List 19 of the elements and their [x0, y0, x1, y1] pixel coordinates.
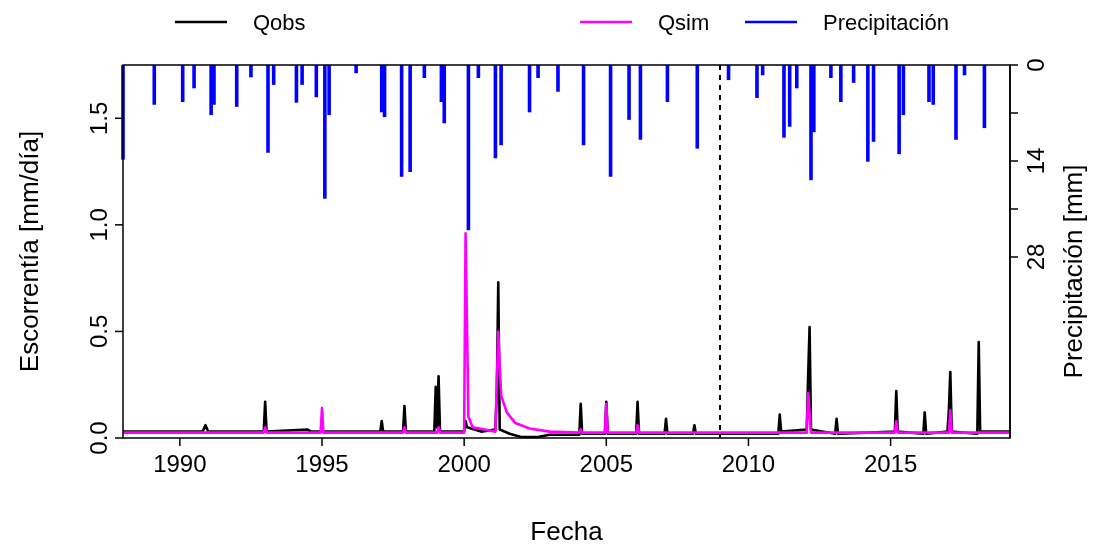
x-axis-title: Fecha — [530, 516, 604, 546]
legend-label: Qsim — [658, 10, 710, 35]
x-tick-label: 2000 — [437, 450, 491, 477]
x-tick-label: 2005 — [579, 450, 633, 477]
y-tick-label: 0.5 — [85, 314, 112, 349]
y-tick-label: 0.0 — [85, 421, 112, 455]
legend-label: Precipitación — [823, 10, 949, 35]
y-tick-label: 1.5 — [85, 101, 112, 135]
x-tick-label: 1990 — [153, 450, 207, 477]
y-tick-label: 1.0 — [85, 208, 112, 242]
y2-tick-label: 0 — [1022, 58, 1049, 72]
x-tick-label: 2015 — [863, 450, 918, 477]
legend-label: Qobs — [253, 10, 306, 35]
y-axis-title: Escorrentía [mm/día] — [14, 130, 44, 373]
x-tick-label: 2010 — [721, 450, 776, 477]
y2-axis-title: Precipitación [mm] — [1058, 164, 1088, 379]
y2-tick-label: 28 — [1022, 243, 1049, 271]
x-tick-label: 1995 — [295, 450, 349, 477]
y2-tick-label: 14 — [1022, 147, 1049, 175]
